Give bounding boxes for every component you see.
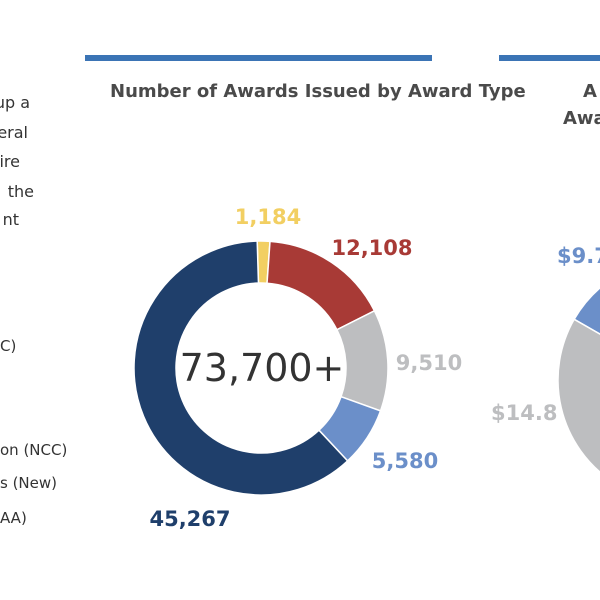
donut-chart-awards-count xyxy=(133,240,389,496)
legend-fragment: C) xyxy=(0,337,17,355)
chart2-label-blue: $9.7 xyxy=(557,244,600,268)
text-fragment: the xyxy=(7,182,34,201)
donut-slice-4 xyxy=(133,240,349,496)
donut-center-total: 73,700+ xyxy=(180,346,345,390)
label-red: 12,108 xyxy=(331,236,412,260)
legend-fragment: s (New) xyxy=(0,474,58,492)
text-fragment: nt xyxy=(2,210,19,229)
legend-fragment: AA) xyxy=(0,509,27,527)
label-blue: 5,580 xyxy=(372,449,438,473)
text-fragment: ire xyxy=(0,152,20,171)
text-fragment: up a xyxy=(0,93,30,112)
text-fragment: eral xyxy=(0,123,28,142)
label-yellow: 1,184 xyxy=(235,205,301,229)
pie2-slice-1 xyxy=(557,318,600,473)
chart2-title-line2: Awa xyxy=(563,108,600,129)
pie-chart-2-partial xyxy=(557,286,600,473)
chart2-top-rule xyxy=(499,55,600,61)
label-navy: 45,267 xyxy=(149,507,230,531)
legend-fragment: on (NCC) xyxy=(0,441,68,459)
chart2-title-line1: A xyxy=(583,81,597,102)
label-grey: 9,510 xyxy=(396,351,462,375)
chart2-label-grey: $14.8 xyxy=(491,401,557,425)
chart1-top-rule xyxy=(85,55,432,61)
donut-slice-2 xyxy=(335,309,389,412)
